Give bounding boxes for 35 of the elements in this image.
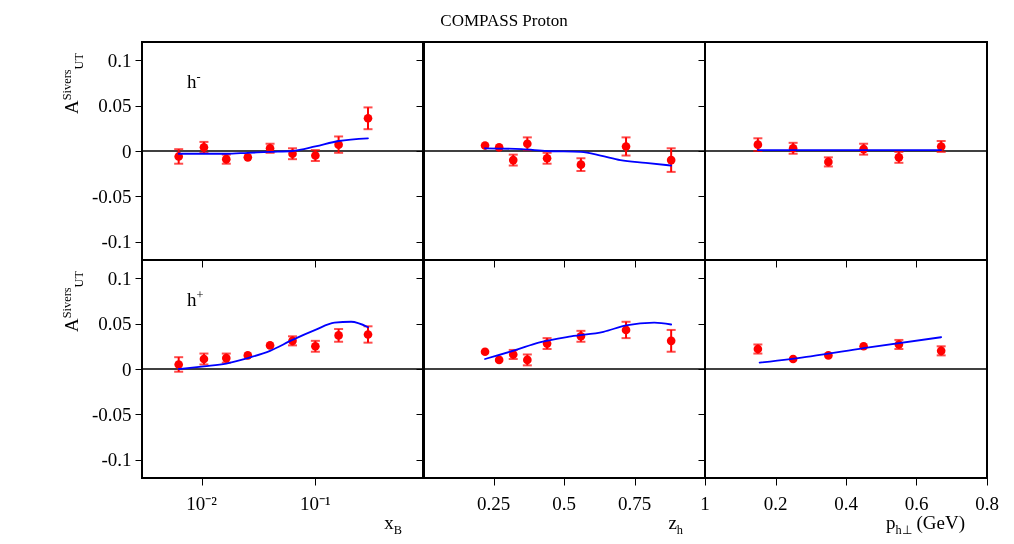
chart-title: COMPASS Proton bbox=[440, 11, 569, 30]
x-tick-label: 10⁻¹ bbox=[300, 493, 332, 514]
point bbox=[621, 142, 631, 151]
y-tick-label: 0.05 bbox=[98, 313, 132, 335]
x-axis-title: p$_{h⊥}$ (GeV) bbox=[886, 512, 965, 538]
y-tick-label: 0 bbox=[122, 358, 132, 380]
annotation: h$^{-}$ bbox=[187, 70, 201, 94]
point bbox=[480, 347, 490, 357]
x-tick-label: 1 bbox=[700, 493, 710, 514]
point bbox=[265, 341, 275, 350]
x-tick-label: 10⁻² bbox=[186, 493, 218, 514]
x-axis-title: x$_{B}$ bbox=[384, 512, 402, 538]
x-tick-label: 0.8 bbox=[975, 493, 999, 514]
x-tick-label: 0.4 bbox=[834, 493, 859, 514]
x-tick-label: 0.5 bbox=[552, 493, 576, 514]
y-tick-label: -0.1 bbox=[101, 231, 132, 253]
y-tick-label: 0.1 bbox=[107, 49, 132, 71]
point bbox=[243, 153, 253, 162]
point bbox=[494, 355, 504, 365]
y-tick-label: 0.05 bbox=[98, 95, 132, 117]
point bbox=[666, 155, 676, 165]
x-tick-label: 0.2 bbox=[763, 493, 788, 514]
annotation: h$^{+}$ bbox=[187, 288, 204, 312]
point bbox=[621, 325, 631, 335]
y-tick-label: 0.1 bbox=[107, 267, 132, 289]
y-tick-label: -0.05 bbox=[91, 185, 132, 207]
point bbox=[666, 336, 676, 346]
x-tick-label: 0.25 bbox=[476, 493, 511, 514]
point bbox=[174, 360, 184, 369]
y-tick-label: -0.05 bbox=[91, 403, 132, 425]
y-tick-label: 0 bbox=[122, 140, 132, 162]
x-tick-label: 0.6 bbox=[904, 493, 929, 514]
x-axis-title: z$_{h}$ bbox=[668, 512, 683, 538]
x-tick-label: 0.75 bbox=[617, 493, 652, 514]
y-tick-label: -0.1 bbox=[101, 449, 132, 471]
